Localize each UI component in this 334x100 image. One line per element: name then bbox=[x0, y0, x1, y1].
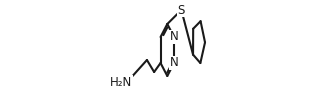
Text: N: N bbox=[170, 56, 178, 70]
Text: H₂N: H₂N bbox=[110, 76, 132, 88]
Text: N: N bbox=[170, 30, 178, 44]
Text: S: S bbox=[178, 4, 185, 16]
